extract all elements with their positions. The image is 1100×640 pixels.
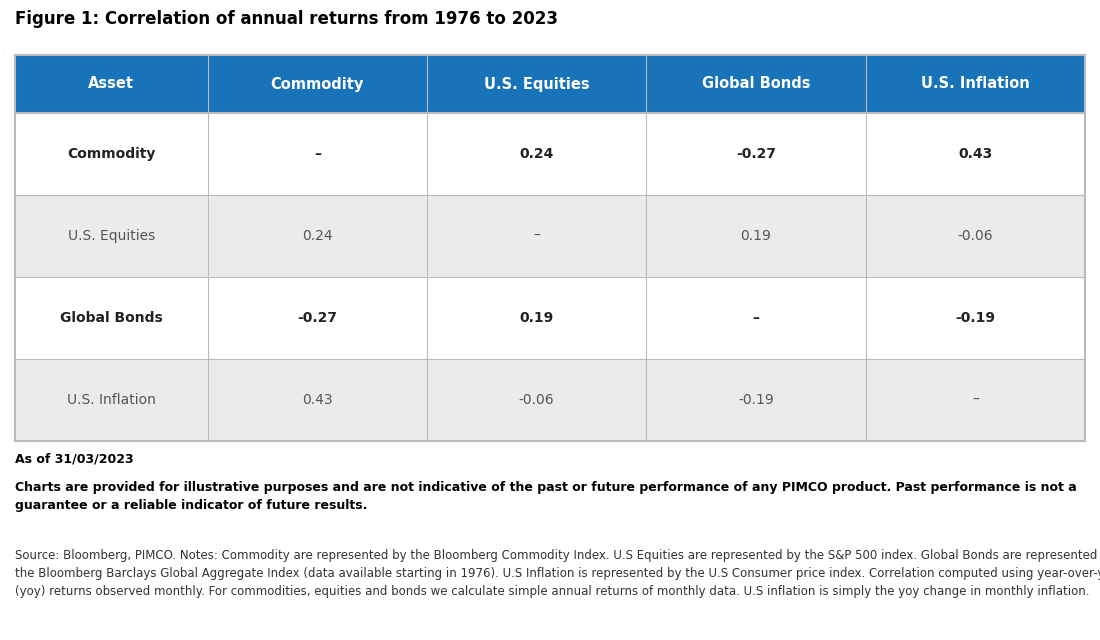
Bar — [647, 359, 866, 441]
Text: Asset: Asset — [88, 77, 134, 92]
Text: U.S. Inflation: U.S. Inflation — [921, 77, 1030, 92]
Text: 0.24: 0.24 — [302, 229, 332, 243]
Text: -0.27: -0.27 — [736, 147, 776, 161]
Text: Global Bonds: Global Bonds — [59, 311, 163, 325]
Text: Charts are provided for illustrative purposes and are not indicative of the past: Charts are provided for illustrative pur… — [15, 481, 1077, 512]
Bar — [15, 55, 208, 113]
Bar — [15, 359, 208, 441]
Text: Commodity: Commodity — [271, 77, 364, 92]
Text: -0.19: -0.19 — [738, 393, 773, 407]
Text: As of 31/03/2023: As of 31/03/2023 — [15, 453, 133, 466]
Text: Commodity: Commodity — [67, 147, 155, 161]
Text: –: – — [752, 311, 759, 325]
Bar — [427, 113, 647, 195]
Text: Global Bonds: Global Bonds — [702, 77, 811, 92]
Text: –: – — [972, 393, 979, 407]
Bar — [208, 55, 427, 113]
Text: 0.19: 0.19 — [740, 229, 771, 243]
Text: 0.24: 0.24 — [519, 147, 553, 161]
Bar — [647, 113, 866, 195]
Bar — [15, 277, 208, 359]
Text: 0.43: 0.43 — [958, 147, 992, 161]
Text: 0.19: 0.19 — [519, 311, 553, 325]
Bar — [15, 113, 208, 195]
Bar — [647, 195, 866, 277]
Text: U.S. Equities: U.S. Equities — [68, 229, 155, 243]
Bar — [427, 195, 647, 277]
Text: Figure 1: Correlation of annual returns from 1976 to 2023: Figure 1: Correlation of annual returns … — [15, 10, 558, 28]
Bar — [208, 277, 427, 359]
Bar — [647, 277, 866, 359]
Bar — [208, 195, 427, 277]
Text: 0.43: 0.43 — [302, 393, 332, 407]
Bar — [866, 195, 1085, 277]
Text: Source: Bloomberg, PIMCO. Notes: Commodity are represented by the Bloomberg Comm: Source: Bloomberg, PIMCO. Notes: Commodi… — [15, 549, 1100, 598]
Text: -0.06: -0.06 — [519, 393, 554, 407]
Text: -0.19: -0.19 — [955, 311, 996, 325]
Bar — [427, 359, 647, 441]
Text: U.S. Equities: U.S. Equities — [484, 77, 590, 92]
Text: –: – — [314, 147, 321, 161]
Bar — [866, 55, 1085, 113]
Text: -0.27: -0.27 — [297, 311, 338, 325]
Bar — [866, 277, 1085, 359]
Bar — [427, 277, 647, 359]
Text: –: – — [534, 229, 540, 243]
Bar — [427, 55, 647, 113]
Bar — [208, 113, 427, 195]
Text: U.S. Inflation: U.S. Inflation — [67, 393, 156, 407]
Bar — [208, 359, 427, 441]
Bar — [15, 195, 208, 277]
Bar — [866, 113, 1085, 195]
Bar — [866, 359, 1085, 441]
Bar — [647, 55, 866, 113]
Text: -0.06: -0.06 — [957, 229, 993, 243]
